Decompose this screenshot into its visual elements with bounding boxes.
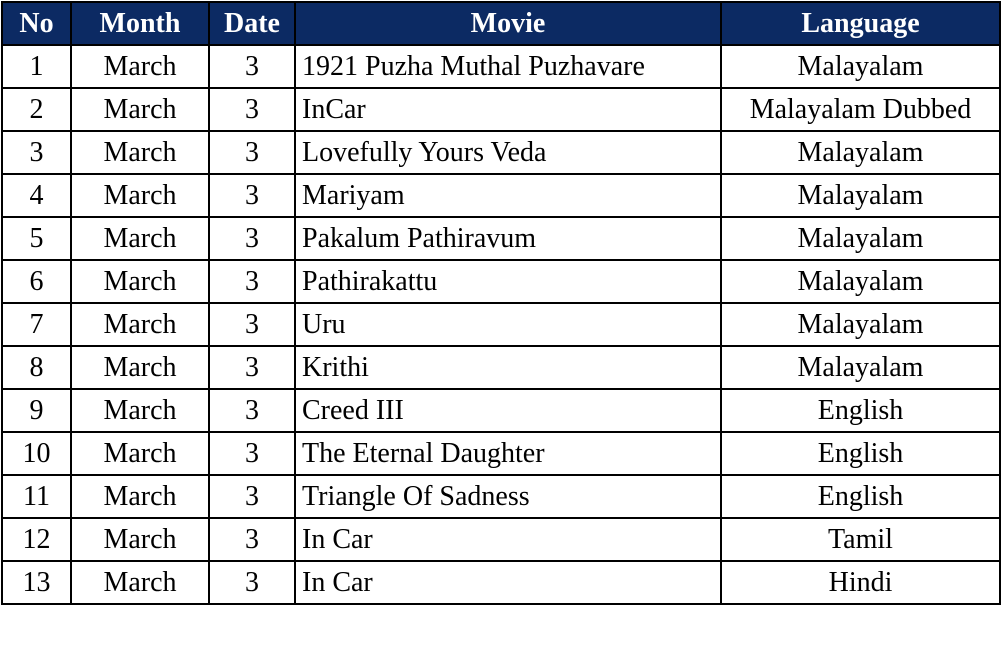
cell-no: 4 [1, 173, 72, 218]
cell-month: March [70, 302, 210, 347]
cell-date: 3 [208, 259, 296, 304]
cell-language: Malayalam Dubbed [720, 87, 1001, 132]
cell-no: 12 [1, 517, 72, 562]
cell-no: 5 [1, 216, 72, 261]
cell-language: English [720, 388, 1001, 433]
cell-movie: Mariyam [294, 173, 722, 218]
cell-month: March [70, 259, 210, 304]
cell-no: 3 [1, 130, 72, 175]
cell-month: March [70, 431, 210, 476]
cell-month: March [70, 517, 210, 562]
table-row: 13 March 3 In Car Hindi [1, 560, 1001, 605]
cell-date: 3 [208, 173, 296, 218]
cell-movie: In Car [294, 517, 722, 562]
table-row: 5 March 3 Pakalum Pathiravum Malayalam [1, 216, 1001, 261]
cell-movie: Pakalum Pathiravum [294, 216, 722, 261]
cell-no: 7 [1, 302, 72, 347]
cell-language: Malayalam [720, 216, 1001, 261]
cell-month: March [70, 44, 210, 89]
table-row: 4 March 3 Mariyam Malayalam [1, 173, 1001, 218]
cell-month: March [70, 474, 210, 519]
cell-language: Malayalam [720, 130, 1001, 175]
table-row: 1 March 3 1921 Puzha Muthal Puzhavare Malaya… [1, 44, 1001, 89]
cell-date: 3 [208, 431, 296, 476]
cell-movie: Krithi [294, 345, 722, 390]
cell-date: 3 [208, 560, 296, 605]
table-row: 9 March 3 Creed III English [1, 388, 1001, 433]
header-movie: Movie [294, 1, 722, 46]
header-date: Date [208, 1, 296, 46]
cell-language: Malayalam [720, 173, 1001, 218]
cell-no: 6 [1, 259, 72, 304]
cell-no: 1 [1, 44, 72, 89]
table-row: 2 March 3 InCar Malayalam Dubbed [1, 87, 1001, 132]
cell-movie: Creed III [294, 388, 722, 433]
cell-date: 3 [208, 388, 296, 433]
header-month: Month [70, 1, 210, 46]
cell-movie: Lovefully Yours Veda [294, 130, 722, 175]
table-row: 3 March 3 Lovefully Yours Veda Malayalam [1, 130, 1001, 175]
table-row: 10 March 3 The Eternal Daughter English [1, 431, 1001, 476]
cell-language: English [720, 474, 1001, 519]
cell-language: Malayalam [720, 302, 1001, 347]
table-row: 7 March 3 Uru Malayalam [1, 302, 1001, 347]
cell-no: 13 [1, 560, 72, 605]
cell-language: Hindi [720, 560, 1001, 605]
cell-month: March [70, 388, 210, 433]
cell-date: 3 [208, 216, 296, 261]
cell-language: English [720, 431, 1001, 476]
cell-date: 3 [208, 44, 296, 89]
cell-movie: Uru [294, 302, 722, 347]
cell-movie: Pathirakattu [294, 259, 722, 304]
table-row: 12 March 3 In Car Tamil [1, 517, 1001, 562]
cell-no: 9 [1, 388, 72, 433]
cell-movie: InCar [294, 87, 722, 132]
cell-no: 11 [1, 474, 72, 519]
cell-month: March [70, 560, 210, 605]
table-row: 8 March 3 Krithi Malayalam [1, 345, 1001, 390]
cell-month: March [70, 173, 210, 218]
table-body: 1 March 3 1921 Puzha Muthal Puzhavare Malaya… [1, 44, 1001, 605]
table-row: 6 March 3 Pathirakattu Malayalam [1, 259, 1001, 304]
cell-month: March [70, 87, 210, 132]
cell-date: 3 [208, 345, 296, 390]
table-header-row: No Month Date Movie Language [1, 1, 1001, 46]
cell-date: 3 [208, 87, 296, 132]
cell-date: 3 [208, 474, 296, 519]
cell-date: 3 [208, 302, 296, 347]
cell-movie: 1921 Puzha Muthal Puzhavare [294, 44, 722, 89]
header-language: Language [720, 1, 1001, 46]
cell-month: March [70, 345, 210, 390]
cell-date: 3 [208, 130, 296, 175]
cell-language: Malayalam [720, 44, 1001, 89]
cell-movie: In Car [294, 560, 722, 605]
cell-no: 10 [1, 431, 72, 476]
header-no: No [1, 1, 72, 46]
cell-language: Malayalam [720, 345, 1001, 390]
table-row: 11 March 3 Triangle Of Sadness English [1, 474, 1001, 519]
cell-language: Tamil [720, 517, 1001, 562]
cell-month: March [70, 130, 210, 175]
cell-no: 8 [1, 345, 72, 390]
cell-month: March [70, 216, 210, 261]
cell-language: Malayalam [720, 259, 1001, 304]
movie-release-table: No Month Date Movie Language 1 March 3 1921… [1, 1, 1001, 605]
cell-date: 3 [208, 517, 296, 562]
cell-no: 2 [1, 87, 72, 132]
cell-movie: Triangle Of Sadness [294, 474, 722, 519]
cell-movie: The Eternal Daughter [294, 431, 722, 476]
